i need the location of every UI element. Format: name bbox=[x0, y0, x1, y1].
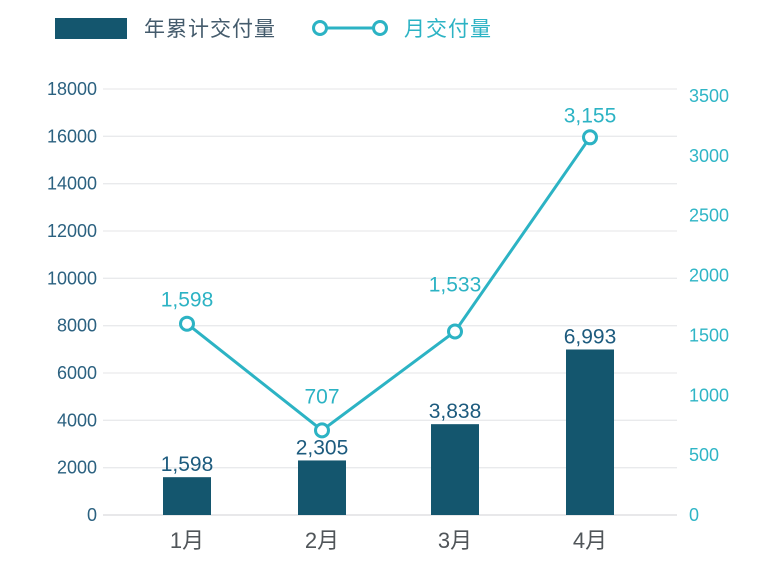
x-axis-tick-label: 1月 bbox=[170, 528, 204, 553]
left-axis-tick-label: 16000 bbox=[47, 126, 97, 146]
left-axis-tick-label: 12000 bbox=[47, 221, 97, 241]
y-axis-left: 0 2000 4000 6000 8000 10000 12000 14000 16000 180… bbox=[47, 79, 97, 525]
line-value-label: 707 bbox=[304, 385, 339, 408]
line-point[interactable] bbox=[314, 422, 330, 439]
line-point[interactable] bbox=[582, 129, 598, 146]
x-axis-tick-label: 3月 bbox=[438, 528, 472, 553]
right-axis-tick-label: 2000 bbox=[689, 266, 729, 286]
line-value-label: 1,598 bbox=[161, 289, 214, 312]
line-value-label: 3,155 bbox=[564, 104, 617, 127]
line-series: 1,598 707 1,533 3,155 bbox=[161, 104, 617, 439]
bar-value-label: 6,993 bbox=[564, 325, 617, 348]
bar-value-label: 3,838 bbox=[429, 400, 482, 423]
bar[interactable] bbox=[298, 460, 346, 515]
legend-item-monthly[interactable]: 月交付量 bbox=[310, 13, 492, 43]
right-axis-tick-label: 3000 bbox=[689, 146, 729, 166]
left-axis-tick-label: 8000 bbox=[57, 316, 97, 336]
x-axis-tick-label: 2月 bbox=[305, 528, 339, 553]
left-axis-tick-label: 10000 bbox=[47, 268, 97, 288]
left-axis-tick-label: 0 bbox=[87, 505, 97, 525]
bar[interactable] bbox=[431, 424, 479, 515]
right-axis-tick-label: 3500 bbox=[689, 86, 729, 106]
line-value-label: 1,533 bbox=[429, 273, 482, 296]
right-axis-tick-label: 2500 bbox=[689, 206, 729, 226]
bar-series: 1,598 2,305 3,838 6,993 bbox=[161, 325, 617, 515]
x-axis-tick-label: 4月 bbox=[573, 528, 607, 553]
line-point[interactable] bbox=[447, 323, 463, 340]
right-axis-tick-label: 0 bbox=[689, 505, 699, 525]
left-axis-tick-label: 18000 bbox=[47, 79, 97, 99]
left-axis-tick-label: 4000 bbox=[57, 410, 97, 430]
left-axis-tick-label: 2000 bbox=[57, 458, 97, 478]
right-axis-tick-label: 1000 bbox=[689, 385, 729, 405]
bar-value-label: 2,305 bbox=[296, 436, 349, 459]
line-point[interactable] bbox=[179, 315, 195, 332]
x-axis: 1月 2月 3月 4月 bbox=[170, 528, 607, 553]
right-axis-tick-label: 1500 bbox=[689, 325, 729, 345]
legend-item-cumulative[interactable]: 年累计交付量 bbox=[55, 13, 276, 43]
bar-value-label: 1,598 bbox=[161, 453, 214, 476]
line-series-swatch-icon bbox=[312, 20, 388, 36]
bar-series-swatch-icon bbox=[55, 17, 127, 39]
bar[interactable] bbox=[566, 349, 614, 515]
y-axis-right: 0 500 1000 1500 2000 2500 3000 3500 bbox=[689, 86, 729, 525]
legend-label-monthly: 月交付量 bbox=[404, 18, 492, 41]
legend-label-cumulative: 年累计交付量 bbox=[144, 18, 276, 41]
line-path bbox=[186, 136, 592, 433]
right-axis-tick-label: 500 bbox=[689, 445, 719, 465]
chart-legend: 年累计交付量 月交付量 bbox=[55, 13, 492, 43]
left-axis-tick-label: 14000 bbox=[47, 174, 97, 194]
bar[interactable] bbox=[163, 477, 211, 515]
left-axis-tick-label: 6000 bbox=[57, 363, 97, 383]
